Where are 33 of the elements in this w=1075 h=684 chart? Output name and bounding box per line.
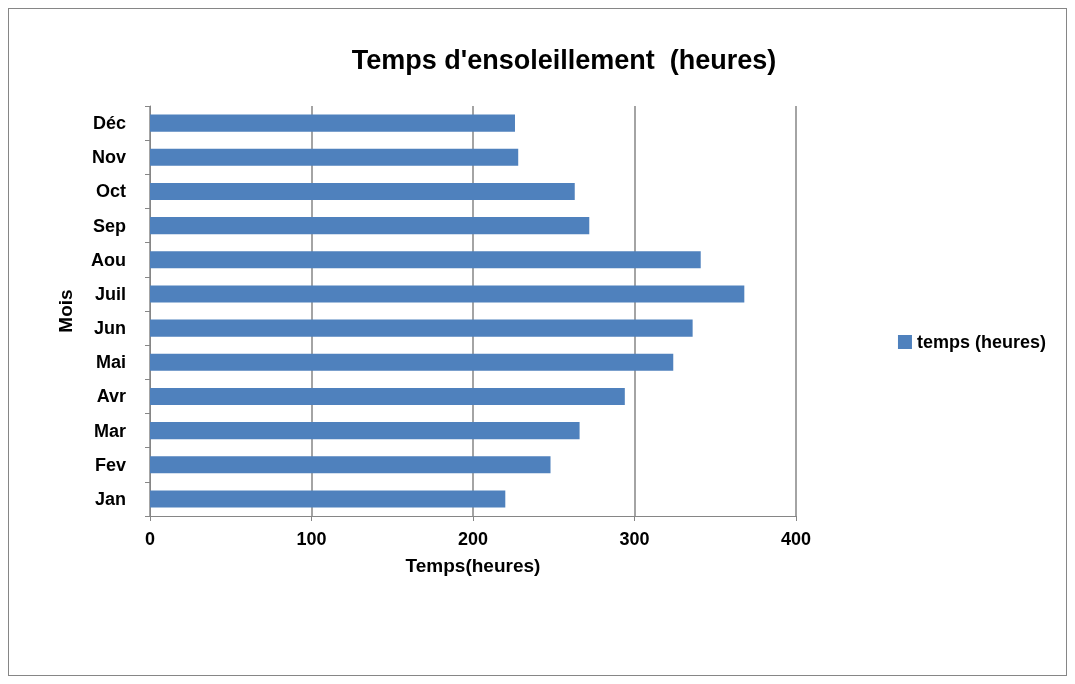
bar [150,148,519,166]
y-tick-label: Fev [94,454,126,475]
bar [150,217,590,235]
y-tick-label: Oct [95,181,126,202]
y-tick-label: Jan [94,488,126,509]
x-tick-label: 100 [296,529,327,549]
bar [150,353,674,371]
bar [150,387,625,405]
legend-label: temps (heures) [916,332,1047,352]
bar [150,319,693,337]
bar [150,422,580,440]
x-axis-title: Temps(heures) [405,555,541,576]
chart-title: Temps d'ensoleillement (heures) [351,44,777,75]
y-tick-label: Déc [92,113,126,134]
y-tick-label: Aou [91,249,126,270]
x-tick-label: 300 [619,529,650,549]
y-tick-label: Mai [95,352,126,373]
bar [150,490,506,508]
x-tick-label: 200 [457,529,489,549]
bar [150,114,515,132]
y-tick-label: Nov [91,147,126,168]
y-tick-label: Mar [93,420,126,441]
y-tick-label: Juil [94,283,126,304]
bar [150,285,745,303]
y-axis-title: Mois [55,289,76,333]
bar [150,251,701,269]
bar [150,182,575,200]
y-tick-label: Jun [93,318,126,339]
x-tick-label: 0 [144,529,156,549]
x-tick-label: 400 [780,529,812,549]
bar [150,456,551,474]
y-tick-label: Avr [96,386,126,407]
y-tick-label: Sep [92,215,126,236]
